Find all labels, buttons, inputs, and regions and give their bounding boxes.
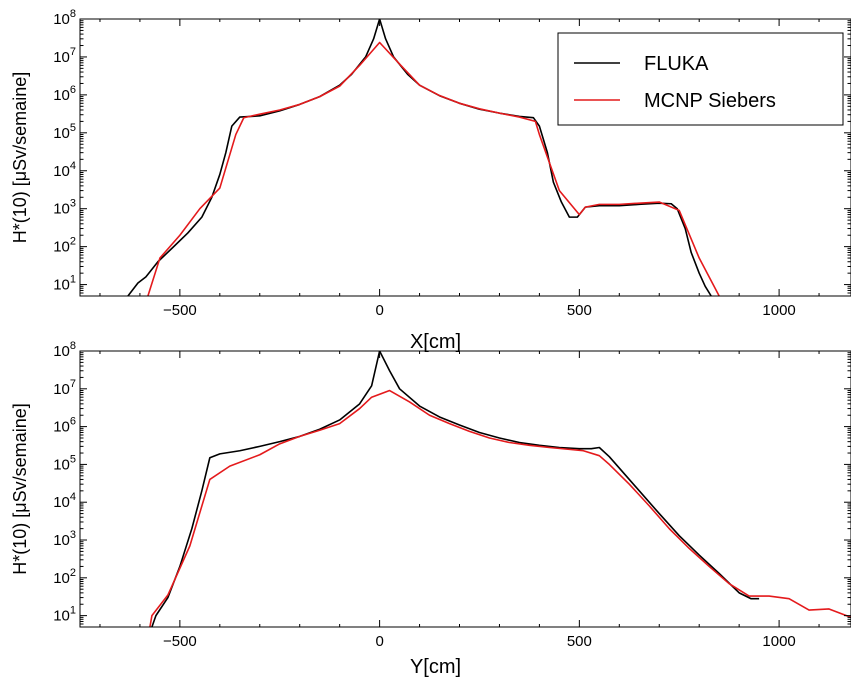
x-tick-label: 1000	[762, 633, 795, 650]
y-axis-label: H*(10) [μSv/semaine]	[10, 403, 30, 574]
x-axis-label: Y[cm]	[410, 656, 461, 678]
y-tick-label: 105	[53, 453, 76, 473]
y-tick-label-exponent: 1	[70, 605, 76, 617]
y-tick-label-exponent: 7	[70, 46, 76, 58]
bottom-plot: −500 0 500 1000101102103104105106107108Y[cm…	[10, 340, 851, 678]
y-tick-label-exponent: 3	[70, 529, 76, 541]
y-tick-label-exponent: 5	[70, 122, 76, 134]
x-tick-label: 0	[375, 633, 383, 650]
y-tick-label: 108	[53, 8, 76, 28]
y-tick-label-exponent: 8	[70, 340, 76, 352]
y-tick-label-base: 10	[53, 419, 70, 436]
y-tick-label: 102	[53, 236, 76, 256]
y-tick-label-base: 10	[53, 381, 70, 398]
y-tick-label-base: 10	[53, 163, 70, 180]
y-tick-label-exponent: 4	[70, 491, 76, 503]
series-line-fluka	[151, 351, 760, 627]
x-tick-label: 500	[567, 633, 592, 650]
y-tick-label-base: 10	[53, 277, 70, 294]
y-tick-label: 106	[53, 84, 76, 104]
y-tick-label-exponent: 4	[70, 160, 76, 172]
legend-entry-label: FLUKA	[644, 53, 709, 75]
y-tick-label-base: 10	[53, 570, 70, 587]
series-line-mcnp-siebers	[147, 41, 720, 296]
y-tick-label: 104	[53, 491, 76, 511]
y-tick-label-base: 10	[53, 201, 70, 218]
y-tick-label-base: 10	[53, 49, 70, 66]
x-axis-label: X[cm]	[410, 331, 461, 353]
y-tick-label: 103	[53, 529, 76, 549]
y-tick-label-base: 10	[53, 343, 70, 360]
y-tick-label-exponent: 6	[70, 416, 76, 428]
y-tick-label-base: 10	[53, 532, 70, 549]
series-line-mcnp-siebers	[149, 389, 851, 627]
y-tick-label: 105	[53, 122, 76, 142]
y-tick-label: 108	[53, 340, 76, 360]
y-tick-label: 104	[53, 160, 76, 180]
x-tick-label: 500	[567, 302, 592, 319]
y-tick-label-exponent: 7	[70, 378, 76, 390]
y-tick-label-exponent: 3	[70, 198, 76, 210]
y-tick-label-base: 10	[53, 494, 70, 511]
x-tick-label: −500	[163, 633, 197, 650]
y-tick-label-exponent: 6	[70, 84, 76, 96]
y-tick-label-base: 10	[53, 125, 70, 142]
series-group	[127, 19, 720, 296]
x-tick-label: 0	[375, 302, 383, 319]
y-tick-label-exponent: 5	[70, 453, 76, 465]
y-tick-label-exponent: 2	[70, 567, 76, 579]
y-tick-label: 103	[53, 198, 76, 218]
y-tick-label: 101	[53, 605, 76, 625]
y-tick-label: 107	[53, 46, 76, 66]
y-tick-label-exponent: 1	[70, 274, 76, 286]
y-tick-label-base: 10	[53, 456, 70, 473]
plots: −500 0 500 1000101102103104105106107108X[cm…	[10, 8, 851, 678]
y-tick-label: 106	[53, 416, 76, 436]
legend: FLUKA MCNP Siebers	[557, 32, 844, 126]
y-tick-label-base: 10	[53, 239, 70, 256]
y-tick-label: 102	[53, 567, 76, 587]
plot-frame	[79, 18, 851, 297]
plot-frame	[79, 350, 851, 628]
x-tick-label: 1000	[762, 302, 795, 319]
top-plot: −500 0 500 1000101102103104105106107108X[cm…	[10, 8, 851, 353]
y-tick-label-exponent: 2	[70, 236, 76, 248]
series-group	[149, 351, 851, 627]
y-tick-label-exponent: 8	[70, 8, 76, 20]
y-axis-label: H*(10) [μSv/semaine]	[10, 72, 30, 243]
legend-box	[557, 32, 844, 126]
y-tick-label: 107	[53, 378, 76, 398]
y-tick-label: 101	[53, 274, 76, 294]
y-tick-label-base: 10	[53, 87, 70, 104]
y-tick-label-base: 10	[53, 11, 70, 28]
x-tick-label: −500	[163, 302, 197, 319]
legend-entry-label: MCNP Siebers	[644, 90, 776, 112]
y-tick-label-base: 10	[53, 608, 70, 625]
